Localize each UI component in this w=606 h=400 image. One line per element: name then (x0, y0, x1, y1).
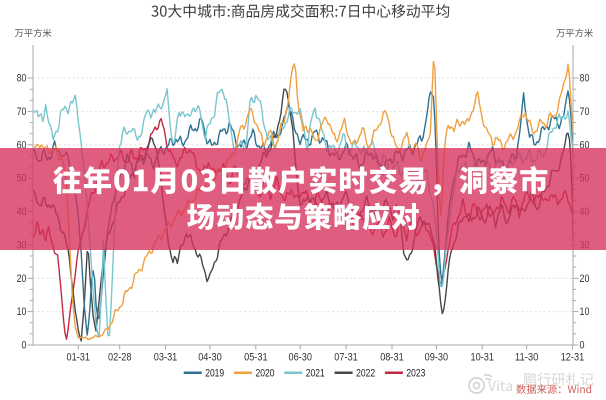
svg-text:70: 70 (580, 106, 590, 118)
svg-text:11-30: 11-30 (515, 352, 539, 364)
svg-text:07-31: 07-31 (334, 352, 358, 364)
svg-text:10: 10 (580, 306, 590, 318)
svg-text:10: 10 (17, 306, 27, 318)
svg-text:60: 60 (17, 139, 27, 151)
svg-text:12-31: 12-31 (561, 352, 585, 364)
svg-text:0: 0 (22, 340, 27, 352)
svg-text:2022: 2022 (356, 367, 375, 379)
svg-text:05-31: 05-31 (244, 352, 268, 364)
svg-text:20: 20 (580, 273, 590, 285)
svg-text:0: 0 (580, 340, 585, 352)
svg-text:03-31: 03-31 (154, 352, 178, 364)
svg-text:02-28: 02-28 (108, 352, 132, 364)
svg-text:80: 80 (580, 73, 590, 85)
svg-text:01-31: 01-31 (67, 352, 91, 364)
svg-text:2020: 2020 (256, 367, 275, 379)
svg-text:10-31: 10-31 (471, 352, 495, 364)
svg-text:80: 80 (17, 73, 27, 85)
svg-text:2021: 2021 (306, 367, 325, 379)
svg-text:70: 70 (17, 106, 27, 118)
svg-text:2019: 2019 (205, 367, 224, 379)
svg-text:09-30: 09-30 (425, 352, 449, 364)
svg-text:20: 20 (17, 273, 27, 285)
svg-text:2023: 2023 (406, 367, 425, 379)
svg-text:60: 60 (580, 139, 590, 151)
svg-text:06-30: 06-30 (289, 352, 313, 364)
svg-text:04-30: 04-30 (198, 352, 222, 364)
svg-text:08-31: 08-31 (380, 352, 404, 364)
